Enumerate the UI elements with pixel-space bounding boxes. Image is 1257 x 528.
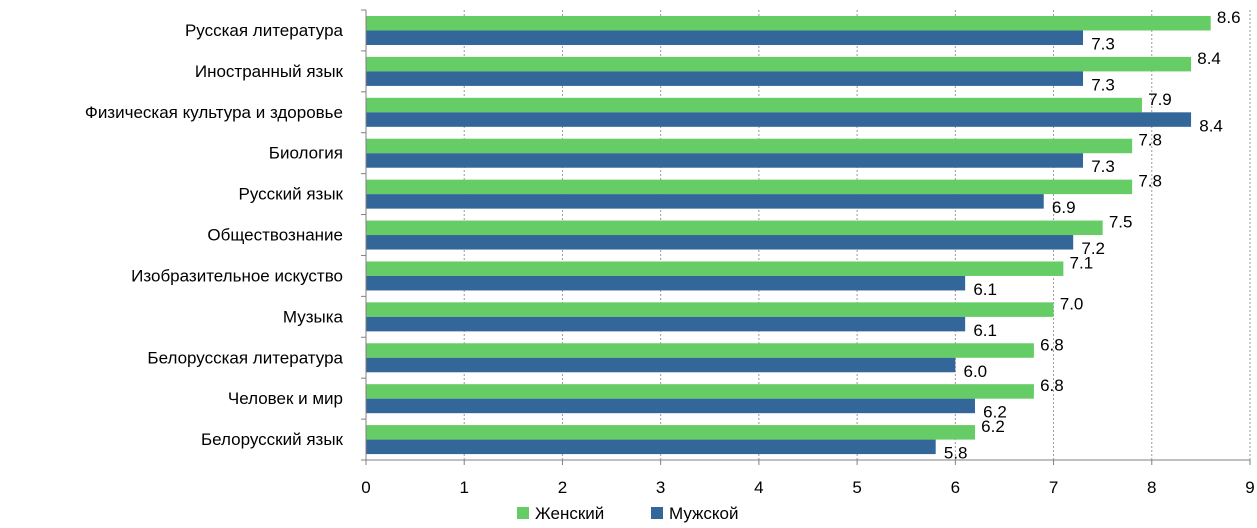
x-tick-label-6: 6 — [951, 478, 960, 497]
category-label-10: Белорусский язык — [201, 430, 344, 449]
bar-female-3 — [366, 138, 1133, 154]
x-tick-label-3: 3 — [656, 478, 665, 497]
x-tick-label-0: 0 — [361, 478, 370, 497]
x-tick-label-2: 2 — [558, 478, 567, 497]
data-label-female-0: 8.6 — [1217, 8, 1241, 27]
data-label-male-8: 6.0 — [964, 362, 988, 381]
category-label-8: Белорусская литература — [147, 348, 343, 367]
data-label-male-4: 6.9 — [1052, 198, 1076, 217]
bar-female-1 — [366, 56, 1192, 72]
legend-label-male: Мужской — [669, 504, 739, 523]
data-label-male-10: 5.8 — [944, 444, 968, 463]
legend-label-female: Женский — [535, 504, 604, 523]
x-tick-label-7: 7 — [1049, 478, 1058, 497]
axes: Русская литература Иностранный язык Физиче… — [85, 9, 1255, 497]
bar-male-3 — [366, 153, 1084, 168]
category-label-2: Физическая культура и здоровье — [85, 103, 343, 122]
bar-male-0 — [366, 30, 1084, 45]
bar-male-5 — [366, 235, 1074, 250]
data-label-male-1: 7.3 — [1091, 75, 1115, 94]
category-label-0: Русская литература — [185, 21, 344, 40]
data-label-male-7: 6.1 — [973, 321, 997, 340]
legend: Женский Мужской — [517, 504, 739, 523]
bar-male-2 — [366, 112, 1192, 127]
x-tick-label-5: 5 — [852, 478, 861, 497]
bar-female-5 — [366, 220, 1103, 236]
x-tick-label-4: 4 — [754, 478, 763, 497]
data-labels: 8.6 7.3 8.4 7.3 7.9 8.4 7.8 7.3 7.8 6.9 7.57.27.1 6… — [944, 8, 1241, 463]
bar-male-1 — [366, 71, 1084, 86]
bar-female-10 — [366, 425, 975, 440]
data-label-male-9: 6.2 — [983, 403, 1007, 422]
data-label-female-10: 6.2 — [981, 417, 1005, 436]
category-label-9: Человек и мир — [228, 389, 343, 408]
data-label-female-4: 7.8 — [1138, 172, 1162, 191]
data-label-male-6: 6.1 — [973, 280, 997, 299]
bar-male-9 — [366, 398, 975, 414]
bars — [366, 16, 1211, 455]
bar-male-4 — [366, 194, 1044, 209]
bar-male-8 — [366, 357, 956, 373]
data-label-male-0: 7.3 — [1091, 35, 1115, 54]
category-label-4: Русский язык — [239, 185, 344, 204]
x-tick-label-1: 1 — [459, 478, 468, 497]
category-label-3: Биология — [269, 144, 343, 163]
data-label-female-8: 6.8 — [1040, 335, 1064, 354]
bar-female-7 — [366, 302, 1054, 317]
bar-female-0 — [366, 16, 1211, 31]
data-label-female-6: 7.1 — [1070, 253, 1094, 272]
legend-swatch-male — [651, 507, 663, 519]
bar-female-2 — [366, 97, 1142, 113]
x-tick-label-8: 8 — [1147, 478, 1156, 497]
data-label-female-3: 7.8 — [1138, 131, 1162, 150]
bar-female-6 — [366, 261, 1064, 276]
bar-male-6 — [366, 275, 966, 291]
category-label-5: Обществознание — [207, 226, 343, 245]
bar-female-8 — [366, 343, 1034, 358]
legend-swatch-female — [517, 507, 529, 519]
bar-male-10 — [366, 439, 936, 455]
data-label-male-3: 7.3 — [1091, 157, 1115, 176]
data-label-female-7: 7.0 — [1060, 294, 1084, 313]
data-label-female-2: 7.9 — [1148, 90, 1172, 109]
data-label-female-1: 8.4 — [1197, 49, 1221, 68]
data-label-male-5: 7.2 — [1081, 239, 1105, 258]
bar-female-4 — [366, 179, 1133, 195]
data-label-female-5: 7.5 — [1109, 213, 1133, 232]
data-label-male-2: 8.4 — [1199, 116, 1223, 135]
bar-female-9 — [366, 384, 1034, 399]
x-tick-label-9: 9 — [1245, 478, 1254, 497]
bar-male-7 — [366, 316, 966, 332]
data-label-female-9: 6.8 — [1040, 376, 1064, 395]
category-label-7: Музыка — [283, 307, 344, 326]
category-label-1: Иностранный язык — [195, 62, 344, 81]
category-label-6: Изобразительное искуство — [131, 266, 343, 285]
